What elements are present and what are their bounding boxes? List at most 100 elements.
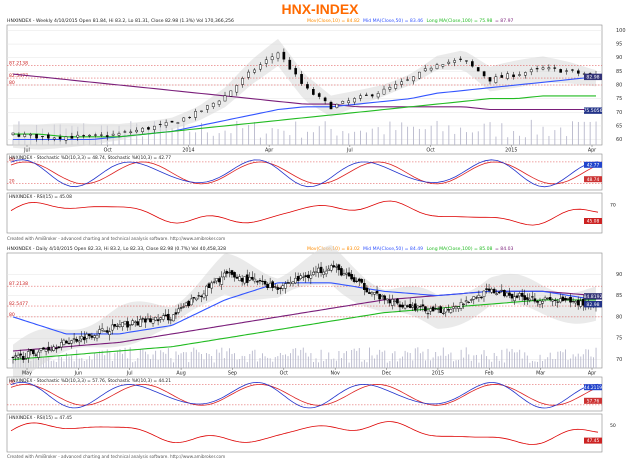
weekly-price-candle-body: [359, 95, 362, 99]
weekly-price-candle-body: [488, 77, 492, 82]
weekly-price-candle-body: [105, 135, 109, 137]
daily-price-volume-bar: [315, 358, 317, 368]
daily-price-candle-body: [324, 270, 328, 275]
daily-price-volume-bar: [511, 349, 513, 368]
daily-price-candle-body: [49, 349, 53, 351]
daily-price-candle-body: [85, 333, 89, 339]
daily-price-candle-body: [202, 293, 206, 299]
weekly-price-candle-body: [111, 133, 115, 136]
weekly-price-volume-bar: [477, 131, 479, 145]
daily-price-candle-body: [278, 287, 282, 290]
daily-price-volume-bar: [236, 359, 238, 368]
daily-price-candle-body: [39, 348, 43, 351]
weekly-price-candle-body: [553, 67, 557, 69]
daily-price-volume-bar: [427, 349, 429, 368]
daily-price-candle-body: [133, 321, 137, 324]
weekly-price-volume-bar: [171, 127, 173, 145]
daily-price-volume-bar: [198, 352, 200, 368]
daily-price-candle-body: [263, 281, 267, 285]
weekly-price-volume-bar: [301, 137, 303, 145]
daily-price-volume-bar: [310, 353, 312, 368]
daily-price-volume-bar: [160, 350, 162, 368]
daily-price-volume-bar: [414, 348, 416, 368]
daily-price-candle-body: [332, 265, 336, 268]
weekly-price-candle-body: [170, 120, 174, 123]
daily-price-candle-body: [439, 306, 443, 313]
daily-price-candle-body: [217, 278, 221, 283]
daily-price-volume-bar: [239, 359, 241, 368]
daily-price-volume-bar: [83, 360, 85, 368]
daily-price-candle-body: [370, 292, 374, 295]
daily-price-candle-body: [44, 349, 48, 352]
daily-price-candle-body: [235, 276, 239, 279]
weekly-price-candle-body: [577, 70, 580, 74]
daily-price-volume-bar: [183, 352, 185, 368]
daily-price-candle-body: [398, 304, 402, 308]
daily-price-volume-bar: [394, 351, 396, 368]
daily-price-candle-body: [365, 287, 369, 293]
weekly-price-volume-bar: [589, 121, 591, 145]
weekly-stoch-frame: [6, 153, 603, 191]
daily-price-volume-bar: [458, 359, 460, 368]
daily-price-volume-bar: [486, 356, 488, 368]
daily-price-volume-bar: [178, 354, 179, 368]
daily-price-candle-body: [291, 281, 295, 284]
weekly-price-volume-bar: [265, 133, 267, 145]
daily-price-volume-bar: [575, 356, 577, 368]
daily-price-volume-bar: [111, 360, 113, 368]
daily-price-volume-bar: [473, 355, 475, 368]
daily-price-candle-body: [159, 317, 162, 320]
daily-price-volume-bar: [565, 349, 566, 368]
weekly-price-candle-body: [353, 98, 356, 103]
weekly-price-candle-body: [465, 60, 468, 62]
daily-price-candle-body: [281, 285, 285, 289]
daily-price-candle-body: [121, 322, 124, 328]
weekly-price-candle-body: [264, 59, 268, 64]
daily-price-candle-body: [47, 346, 50, 351]
daily-price-candle-body: [569, 297, 572, 303]
daily-price-volume-bar: [94, 353, 95, 368]
weekly-price-volume-bar: [242, 128, 244, 145]
daily-price-candle-body: [149, 318, 152, 323]
daily-price-candle-body: [541, 301, 544, 304]
weekly-price-candle-body: [17, 134, 21, 137]
daily-price-volume-bar: [483, 350, 485, 368]
weekly-price-candle-body: [341, 101, 345, 104]
daily-price-volume-bar: [318, 362, 320, 368]
daily-price-candle-body: [523, 295, 527, 301]
daily-price-candle-body: [571, 301, 575, 303]
daily-price-volume-bar: [463, 357, 465, 368]
weekly-legend-entry: = 87.97: [495, 18, 514, 24]
weekly-price-candle-body: [235, 85, 239, 93]
daily-price-candle-body: [546, 297, 549, 299]
daily-price-volume-bar: [63, 361, 65, 368]
daily-price-volume-bar: [137, 358, 139, 368]
daily-price-volume-bar: [167, 348, 169, 368]
weekly-price-candle-body: [423, 68, 427, 72]
daily-price-candle-body: [548, 297, 552, 300]
weekly-price-candle-body: [365, 94, 368, 96]
weekly-price-candle-body: [529, 69, 533, 73]
weekly-price-volume-bar: [401, 122, 403, 145]
daily-price-candle-body: [380, 295, 384, 297]
daily-price-candle-body: [520, 292, 524, 297]
weekly-price-candle-body: [429, 67, 433, 71]
daily-price-y-tick-label: 75: [616, 336, 622, 342]
weekly-price-volume-bar: [360, 130, 361, 145]
daily-price-volume-bar: [124, 347, 126, 368]
daily-price-candle-body: [276, 287, 280, 290]
daily-price-candle-body: [154, 316, 157, 321]
daily-price-volume-bar: [422, 351, 424, 368]
daily-price-x-tick-label: Aug: [176, 371, 185, 377]
weekly-price-y-tick-label: 95: [616, 42, 622, 48]
weekly-price-level-label: 80: [9, 80, 15, 86]
weekly-price-volume-bar: [212, 135, 214, 145]
daily-price-candle-body: [309, 274, 313, 279]
weekly-price-volume-bar: [289, 135, 291, 145]
daily-stoch-stoch-d-line: [10, 383, 599, 406]
weekly-price-candle-body: [223, 95, 227, 102]
daily-price-volume-bar: [88, 356, 90, 368]
daily-stoch-frame: [6, 376, 603, 412]
weekly-price-candle-body: [88, 134, 91, 137]
